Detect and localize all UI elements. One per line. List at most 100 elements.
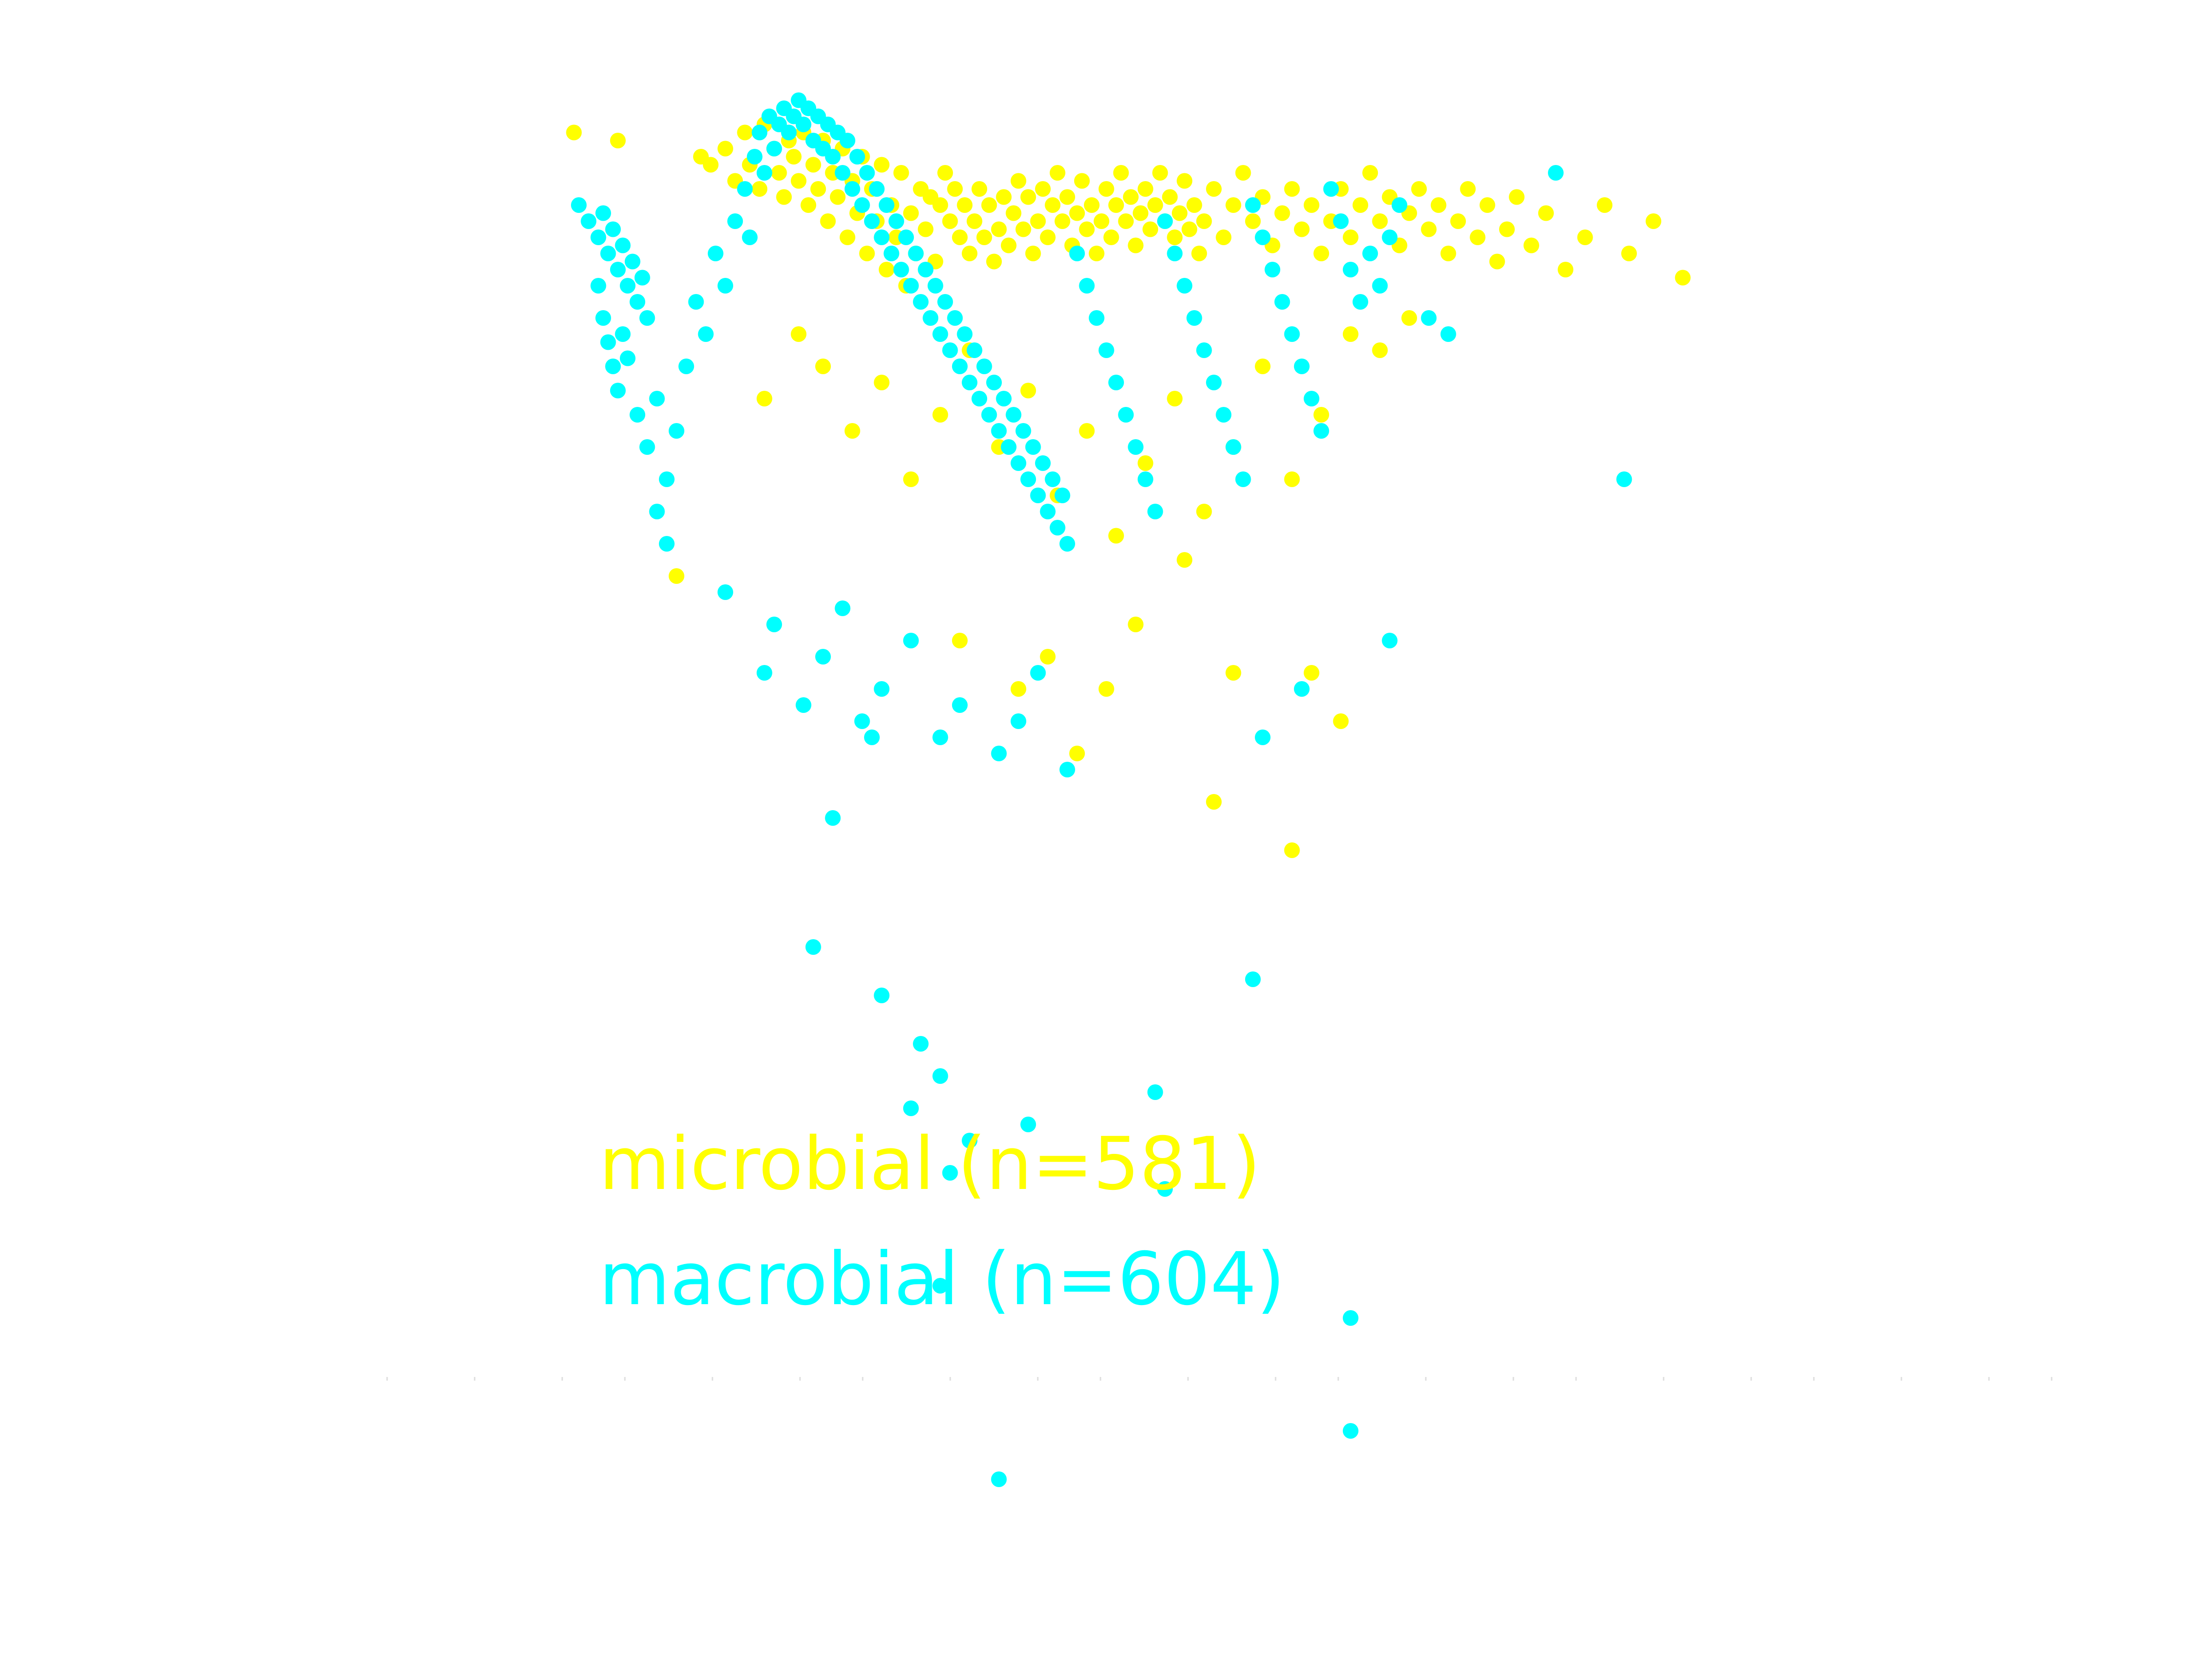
scatter-point [1157, 1181, 1173, 1197]
legend-entry-microbial: microbial (n=581) [599, 1122, 1260, 1206]
scatter-point [727, 213, 743, 229]
scatter-point [1098, 681, 1114, 697]
scatter-point [1421, 310, 1437, 326]
scatter-point [952, 697, 968, 713]
scatter-point [991, 221, 1007, 237]
scatter-point [1069, 746, 1085, 761]
scatter-point [952, 633, 968, 648]
scatter-point [991, 1471, 1007, 1487]
scatter-point [1430, 197, 1447, 213]
scatter-point [971, 391, 988, 406]
scatter-point [1255, 729, 1271, 745]
scatter-point [893, 165, 909, 181]
scatter-point [1113, 165, 1129, 181]
scatter-point [1049, 520, 1065, 535]
scatter-point [1020, 1117, 1036, 1132]
scatter-point [1206, 794, 1222, 810]
scatter-point [1265, 262, 1281, 277]
scatter-point [1147, 504, 1163, 519]
scatter-point [1084, 197, 1100, 213]
scatter-point [1284, 326, 1300, 342]
scatter-point [1313, 423, 1330, 439]
scatter-point [1225, 665, 1241, 681]
scatter-point [957, 326, 973, 342]
scatter-point [1069, 205, 1085, 221]
scatter-point [878, 197, 894, 213]
scatter-point [1191, 246, 1207, 261]
scatter-point [737, 181, 753, 197]
scatter-point [605, 221, 621, 237]
scatter-point [1079, 221, 1095, 237]
scatter-point [1333, 713, 1349, 729]
scatter-point [947, 310, 963, 326]
scatter-point [737, 124, 753, 141]
scatter-point [844, 423, 860, 439]
scatter-point [1108, 375, 1124, 390]
scatter-point [605, 359, 621, 374]
scatter-point [942, 342, 958, 358]
scatter-point [918, 262, 934, 277]
scatter-point [991, 423, 1007, 439]
scatter-point [1020, 382, 1036, 399]
scatter-point [1025, 246, 1041, 261]
scatter-point [962, 1133, 977, 1148]
scatter-point [878, 262, 894, 277]
scatter-point [610, 262, 626, 277]
scatter-point [1216, 407, 1232, 423]
scatter-point [1245, 213, 1261, 229]
scatter-point [1006, 205, 1022, 221]
scatter-point [932, 729, 948, 745]
scatter-point [1059, 762, 1075, 777]
scatter-point [1196, 213, 1212, 229]
scatter-point [815, 649, 831, 665]
scatter-point [903, 471, 919, 487]
scatter-point [1030, 213, 1046, 229]
scatter-point [800, 197, 817, 213]
scatter-point [840, 229, 855, 245]
scatter-point [1177, 173, 1193, 189]
scatter-point [966, 342, 982, 358]
scatter-point [610, 382, 626, 399]
scatter-point [1030, 665, 1046, 681]
scatter-point [1137, 455, 1153, 471]
scatter-point [986, 375, 1002, 390]
scatter-point [903, 205, 919, 221]
scatter-point [581, 213, 597, 229]
scatter-point [703, 157, 719, 173]
scatter-point [752, 181, 768, 197]
scatter-point [1597, 197, 1612, 213]
scatter-point [1059, 536, 1075, 552]
scatter-point [1098, 181, 1114, 197]
scatter-point [718, 584, 733, 600]
scatter-point [1304, 391, 1319, 406]
scatter-point [634, 270, 650, 286]
scatter-point [1040, 504, 1056, 519]
scatter-point [962, 246, 977, 261]
scatter-point [1088, 246, 1105, 261]
scatter-point [1186, 197, 1202, 213]
scatter-point [1558, 262, 1574, 277]
scatter-point [844, 181, 860, 197]
scatter-point [595, 205, 611, 221]
scatter-point [1470, 229, 1486, 245]
scatter-point [752, 124, 768, 141]
scatter-point [1362, 246, 1378, 261]
scatter-point [1186, 310, 1202, 326]
scatter-point [1255, 359, 1271, 374]
scatter-point [698, 326, 714, 342]
scatter-point [1108, 197, 1124, 213]
scatter-point [1011, 713, 1026, 729]
scatter-point [918, 221, 934, 237]
scatter-point [1323, 181, 1339, 197]
scatter-point [1440, 246, 1456, 261]
scatter-point [1011, 455, 1026, 471]
scatter-point [786, 149, 802, 165]
scatter-point [1274, 294, 1290, 310]
scatter-point [1294, 359, 1310, 374]
scatter-point [903, 633, 919, 648]
scatter-point [1353, 294, 1368, 310]
scatter-point [1646, 213, 1661, 229]
scatter-point [1128, 439, 1144, 455]
scatter-point [864, 729, 880, 745]
scatter-point [1059, 189, 1075, 205]
